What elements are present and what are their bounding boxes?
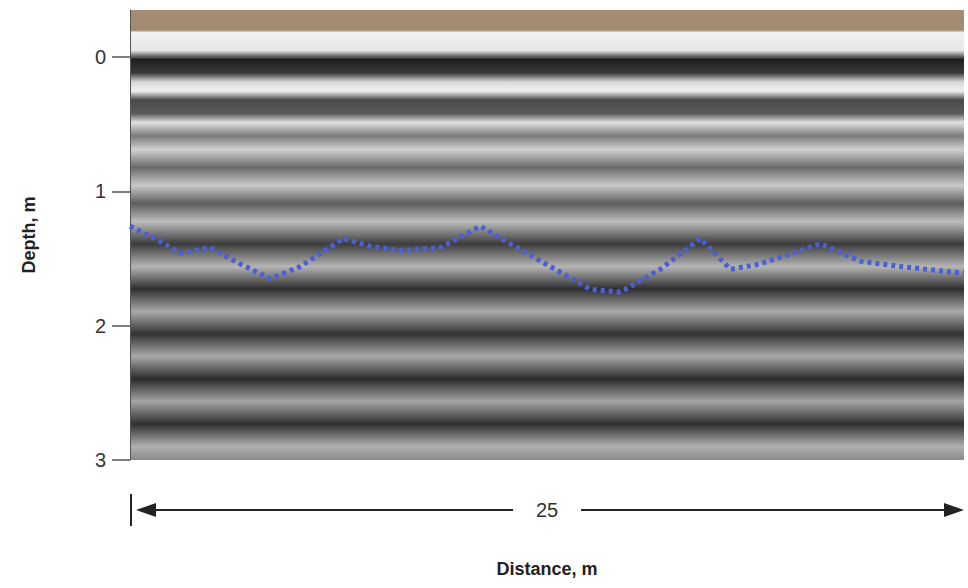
svg-text:2: 2 [95,315,106,337]
svg-text:Depth, m: Depth, m [19,196,39,273]
svg-text:25: 25 [536,499,558,521]
svg-text:0: 0 [95,46,106,68]
svg-text:3: 3 [95,449,106,471]
svg-text:Distance, m: Distance, m [496,559,597,579]
svg-text:1: 1 [95,180,106,202]
